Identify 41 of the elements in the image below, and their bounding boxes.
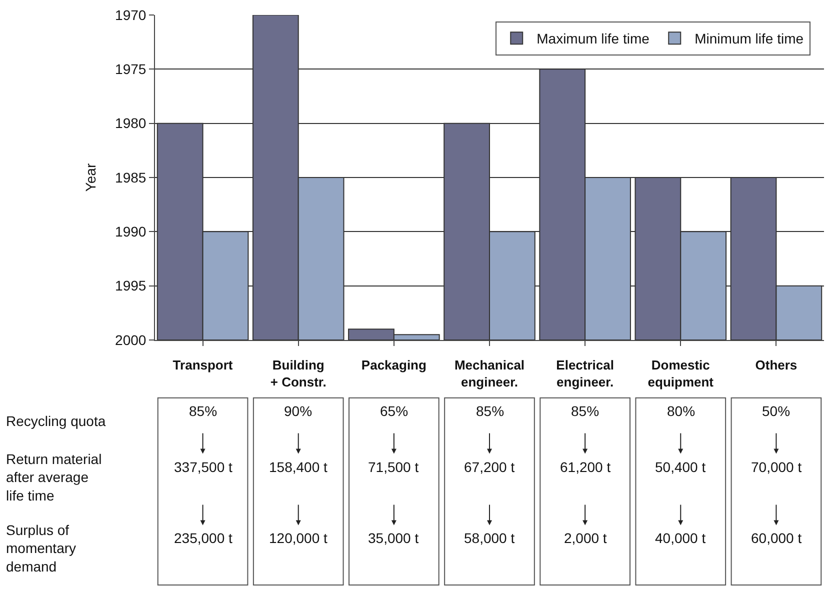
legend-label: Maximum life time [536,30,650,47]
text: 50% [762,403,790,419]
y-tick-label: 1990 [115,224,146,240]
x-tick-label: Transport [172,358,234,373]
y-tick-label: 1985 [115,169,146,186]
text: 80% [667,403,696,419]
text: 58,000 t [464,530,515,546]
x-tick-label: Electrical engineer. [556,358,614,390]
text: Return material after average life time [6,451,102,504]
text: 85% [476,403,504,419]
text: 65% [380,403,408,419]
text: 60,000 t [751,530,802,546]
text: 337,500 t [174,459,232,475]
text: 70,000 t [751,459,802,475]
text: 90% [284,403,312,419]
text: 71,500 t [368,459,419,475]
text: 67,200 t [464,459,515,475]
x-tick-label: Others [755,358,798,373]
x-tick-label: Mechanical engineer. [454,358,525,390]
y-tick-label: 1995 [115,278,146,294]
text: 61,200 t [560,459,611,475]
text: 2,000 t [564,530,607,546]
text: 235,000 t [174,530,232,546]
y-tick-label: 2000 [115,332,146,348]
text: Surplus of momentary demand [6,522,76,574]
text: 50,400 t [655,459,706,475]
text: 35,000 t [368,530,419,546]
text: 85% [189,403,218,419]
legend-label: Minimum life time [694,30,804,47]
y-tick-label: 1975 [115,61,146,78]
text: 120,000 t [269,530,328,546]
x-tick-label: Building + Constr. [270,358,326,390]
text: 85% [571,403,600,419]
x-tick-label: Domestic equipment [648,358,714,390]
x-tick-label: Packaging [361,358,426,373]
y-axis-title: Year [82,163,99,192]
text: Recycling quota [6,413,106,429]
text: 158,400 t [269,459,328,475]
y-tick-label: 1970 [115,6,146,23]
y-tick-label: 1980 [115,115,146,132]
text: 40,000 t [655,530,706,546]
